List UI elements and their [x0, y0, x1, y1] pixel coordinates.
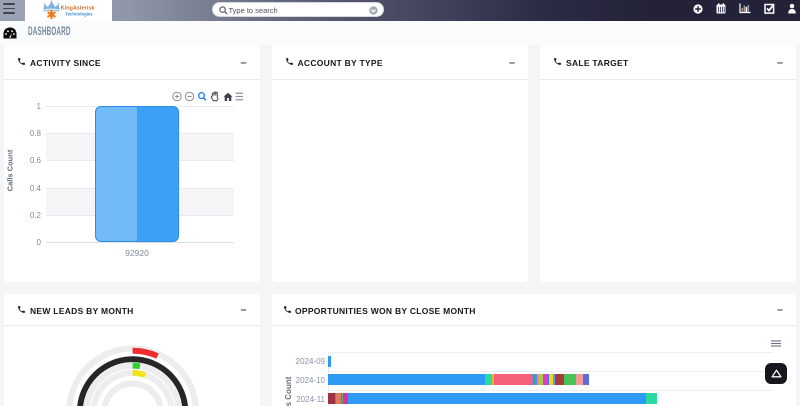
svg-text:Technologies: Technologies — [65, 11, 93, 16]
svg-text:KingAsterisk: KingAsterisk — [61, 5, 96, 11]
